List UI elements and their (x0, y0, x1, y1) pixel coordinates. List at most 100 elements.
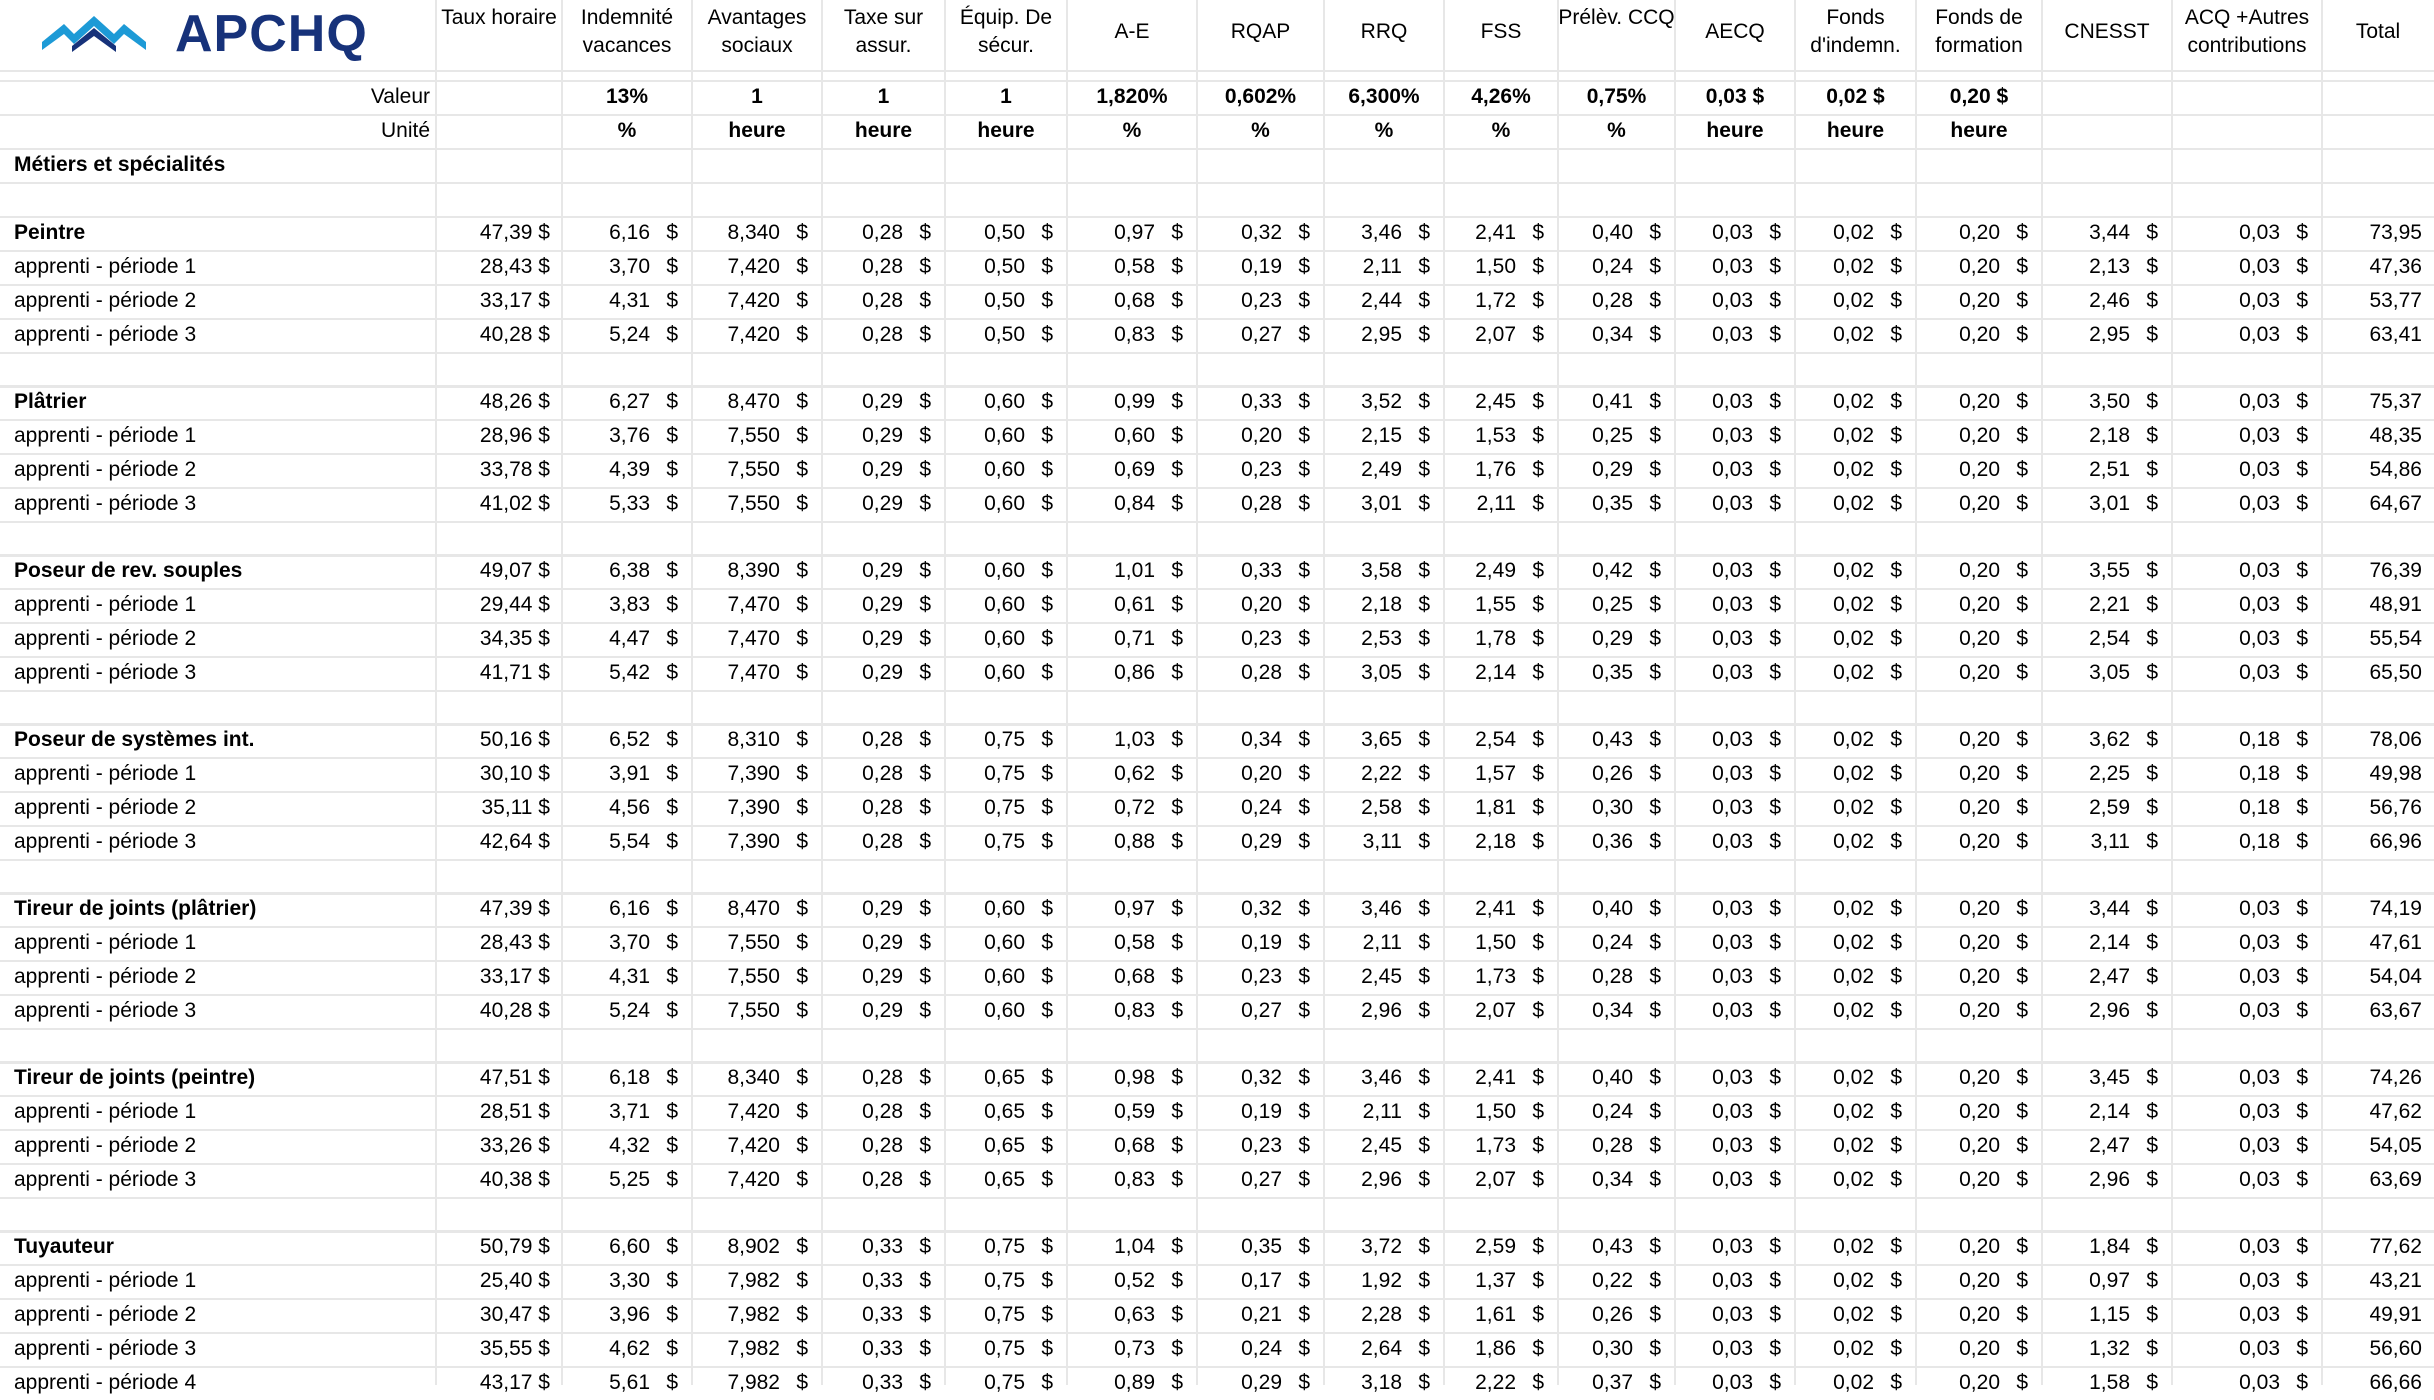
value-cell: 8,470 (727, 897, 780, 920)
value-cell: 0,03 (1712, 390, 1753, 413)
currency-symbol: $ (1171, 492, 1183, 515)
currency-symbol: $ (1532, 796, 1544, 819)
value-cell: 0,03 (1712, 458, 1753, 481)
value-cell: 2,14 (2089, 931, 2130, 954)
value-cell: 2,47 (2089, 965, 2130, 988)
value-cell: 0,03 (2239, 1269, 2280, 1292)
grid-hline (0, 70, 2434, 72)
value-cell: 5,33 (609, 492, 650, 515)
currency-symbol: $ (1171, 661, 1183, 684)
value-cell: 8,390 (727, 559, 780, 582)
currency-symbol: $ (1418, 627, 1430, 650)
value-cell: 0,24 (1592, 931, 1633, 954)
value-cell: 0,02 (1833, 931, 1874, 954)
value-cell: 4,47 (609, 627, 650, 650)
currency-symbol: $ (1532, 661, 1544, 684)
value-cell: 1,73 (1475, 965, 1516, 988)
currency-symbol: $ (1532, 999, 1544, 1022)
total-cell: 47,62 (2369, 1100, 2422, 1123)
value-cell: 0,34 (1592, 323, 1633, 346)
value-cell: 4,62 (609, 1337, 650, 1360)
currency-symbol: $ (2016, 1235, 2028, 1258)
value-cell: 0,23 (1241, 289, 1282, 312)
currency-symbol: $ (1532, 289, 1544, 312)
value-cell: 7,982 (727, 1303, 780, 1326)
currency-symbol: $ (1418, 1235, 1430, 1258)
value-cell: 0,65 (984, 1134, 1025, 1157)
currency-symbol: $ (1418, 255, 1430, 278)
value-cell: 0,03 (2239, 390, 2280, 413)
value-cell: 0,29 (862, 627, 903, 650)
currency-symbol: $ (1171, 1269, 1183, 1292)
currency-symbol: $ (1890, 627, 1902, 650)
value-cell: 3,30 (609, 1269, 650, 1292)
value-cell: 2,18 (2089, 424, 2130, 447)
value-cell: 2,58 (1361, 796, 1402, 819)
currency-symbol: $ (1418, 931, 1430, 954)
grid-hline (0, 80, 2434, 82)
value-cell: 0,02 (1833, 1134, 1874, 1157)
value-cell: 6,52 (609, 728, 650, 751)
currency-symbol: $ (1890, 424, 1902, 447)
value-cell: 0,33 (862, 1371, 903, 1394)
value-cell: 0,30 (1592, 796, 1633, 819)
value-cell: 3,50 (2089, 390, 2130, 413)
value-cell: 0,02 (1833, 1337, 1874, 1360)
param-valeur-rrq: 6,300% (1348, 85, 1420, 108)
hourly-rate-cell: 42,64 $ (479, 830, 550, 853)
row-label: apprenti - période 4 (14, 1371, 197, 1394)
value-cell: 0,75 (984, 1337, 1025, 1360)
currency-symbol: $ (1041, 897, 1053, 920)
currency-symbol: $ (2296, 1134, 2308, 1157)
value-cell: 0,83 (1114, 1168, 1155, 1191)
value-cell: 0,29 (862, 593, 903, 616)
value-cell: 0,03 (2239, 1303, 2280, 1326)
row-label: apprenti - période 2 (14, 796, 197, 819)
grid-hline (0, 453, 2434, 455)
value-cell: 0,60 (984, 999, 1025, 1022)
value-cell: 0,29 (862, 661, 903, 684)
currency-symbol: $ (2016, 627, 2028, 650)
row-label: Poseur de systèmes int. (14, 728, 255, 751)
grid-hline (0, 1230, 2434, 1232)
value-cell: 0,02 (1833, 221, 1874, 244)
grid-hline (0, 588, 2434, 590)
currency-symbol: $ (2296, 1337, 2308, 1360)
currency-symbol: $ (919, 1066, 931, 1089)
currency-symbol: $ (1532, 559, 1544, 582)
value-cell: 0,88 (1114, 830, 1155, 853)
currency-symbol: $ (1649, 559, 1661, 582)
row-label: apprenti - période 1 (14, 1269, 197, 1292)
value-cell: 0,20 (1959, 593, 2000, 616)
value-cell: 2,96 (2089, 1168, 2130, 1191)
value-cell: 3,70 (609, 931, 650, 954)
param-unite-av: heure (728, 119, 786, 142)
total-cell: 74,19 (2369, 897, 2422, 920)
value-cell: 0,03 (2239, 1337, 2280, 1360)
row-label: apprenti - période 3 (14, 492, 197, 515)
value-cell: 5,61 (609, 1371, 650, 1394)
value-cell: 0,86 (1114, 661, 1155, 684)
hourly-rate-cell: 28,51 $ (479, 1100, 550, 1123)
value-cell: 0,43 (1592, 728, 1633, 751)
hourly-rate-cell: 40,38 $ (479, 1168, 550, 1191)
currency-symbol: $ (796, 999, 808, 1022)
currency-symbol: $ (1298, 593, 1310, 616)
currency-symbol: $ (919, 559, 931, 582)
currency-symbol: $ (2296, 255, 2308, 278)
grid-vline (561, 0, 563, 1385)
hourly-rate-cell: 41,02 $ (479, 492, 550, 515)
currency-symbol: $ (1890, 492, 1902, 515)
currency-symbol: $ (1418, 424, 1430, 447)
currency-symbol: $ (1171, 593, 1183, 616)
currency-symbol: $ (1041, 1168, 1053, 1191)
value-cell: 1,32 (2089, 1337, 2130, 1360)
grid-hline (0, 994, 2434, 996)
currency-symbol: $ (1649, 897, 1661, 920)
value-cell: 0,30 (1592, 1337, 1633, 1360)
value-cell: 0,27 (1241, 1168, 1282, 1191)
value-cell: 0,23 (1241, 458, 1282, 481)
value-cell: 0,28 (1241, 661, 1282, 684)
value-cell: 0,75 (984, 1269, 1025, 1292)
currency-symbol: $ (1418, 1337, 1430, 1360)
